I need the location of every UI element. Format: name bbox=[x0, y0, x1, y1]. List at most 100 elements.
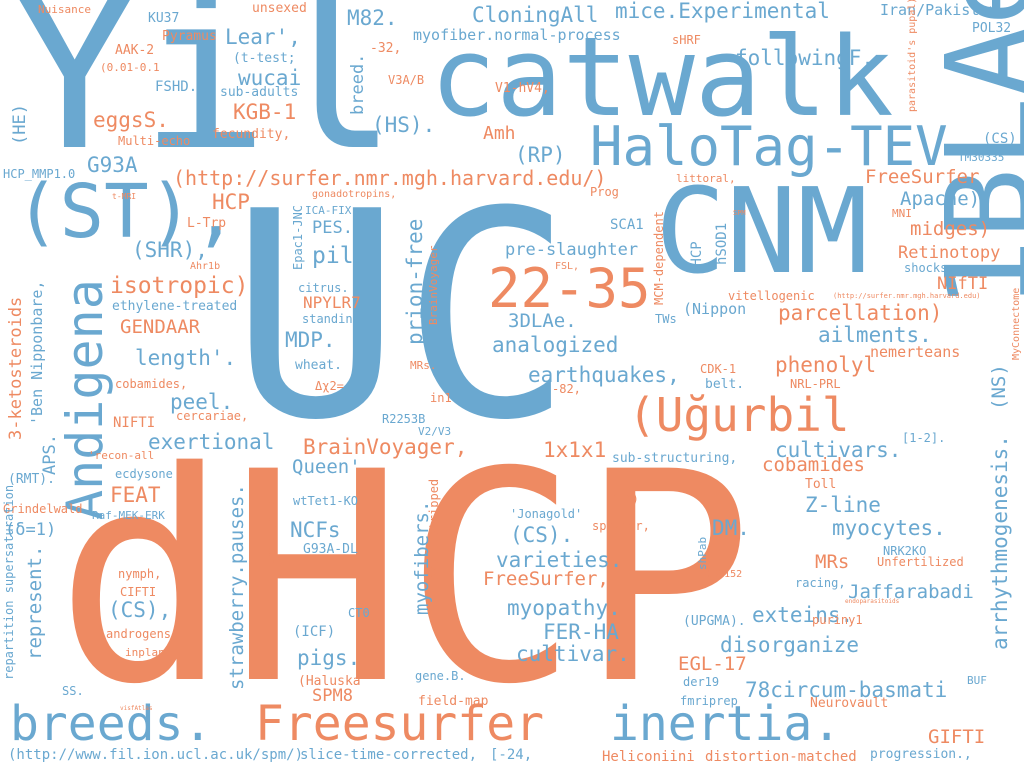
word-queen: Queen' bbox=[292, 456, 361, 478]
word-buf: BUF bbox=[967, 674, 987, 687]
word-mice-experimental: mice.Experimental bbox=[615, 0, 830, 23]
word-v2-v3: V2/V3 bbox=[418, 425, 452, 438]
word-pes: PES. bbox=[312, 218, 353, 238]
word-cultivars: cultivars. bbox=[775, 438, 902, 462]
word-npylr7: NPYLR7 bbox=[303, 293, 361, 312]
word-r2253b: R2253B bbox=[382, 412, 426, 426]
word-sca1: SCA1 bbox=[610, 217, 644, 233]
word-tws: TWs bbox=[655, 312, 677, 326]
word-fer-ha: FER-HA bbox=[543, 620, 619, 644]
word-fecundity: fecundity, bbox=[212, 127, 291, 142]
word-egl-17: EGL-17 bbox=[678, 653, 747, 675]
word-cs-paren: (CS) bbox=[983, 131, 1017, 147]
word-neurovault: Neurovault bbox=[810, 696, 889, 711]
word-freesurfer-large: Freesurfer bbox=[255, 696, 544, 752]
word-unsexed: unsexed bbox=[252, 1, 307, 16]
word-slice-time: slice-time-corrected, bbox=[300, 747, 478, 763]
word-jonagold: 'Jonagold' bbox=[510, 507, 583, 521]
word-ailments: ailments. bbox=[818, 323, 932, 347]
word-m82: M82. bbox=[347, 6, 398, 30]
word-midges: midges) bbox=[910, 218, 991, 240]
word-gifti: GIFTI bbox=[928, 726, 986, 748]
word-myocytes: myocytes. bbox=[832, 516, 946, 540]
word-icbm152: ICBM152 bbox=[700, 569, 743, 580]
word-l-trp: L-Trp bbox=[187, 216, 227, 231]
word-hcp-paren: (HCP bbox=[689, 241, 705, 275]
word-cifti: CIFTI bbox=[120, 585, 157, 599]
word-ethylene-treated: ethylene-treated bbox=[112, 299, 238, 314]
word-hcp-mmp: HCP_MMP1.0 bbox=[3, 167, 76, 181]
word-cobamides-comma: cobamides, bbox=[115, 377, 188, 391]
word-distortion-matched: distortion-matched bbox=[705, 749, 857, 765]
word-exteins: exteins. bbox=[752, 603, 854, 627]
word-nifti: NIfTI bbox=[937, 274, 989, 294]
word-1x1x1: 1x1x1 bbox=[543, 438, 607, 462]
word-ct0: CT0 bbox=[348, 606, 370, 620]
word-strawberry-pauses: strawberry.pauses. bbox=[226, 484, 248, 690]
word-iran-pakistan: Iran/Pakistan bbox=[880, 1, 998, 19]
word-z-line: Z-line bbox=[805, 493, 881, 517]
word-cloningall: CloningAll bbox=[472, 3, 599, 27]
word-mrs: MRs bbox=[815, 551, 850, 573]
word-minus32: -32, bbox=[370, 41, 402, 56]
word-progression: progression., bbox=[870, 747, 972, 762]
word-peel: peel. bbox=[170, 390, 234, 414]
word-shr: (SHR), bbox=[132, 238, 208, 262]
word-epac1-jnc: Epac1-JNC bbox=[291, 204, 305, 270]
word-pigs: pigs. bbox=[297, 646, 361, 670]
word-varieties: varieties. bbox=[496, 548, 623, 572]
word-arrhythmogenesis: arrhythmogenesis. bbox=[988, 435, 1012, 650]
word-littoral: littoral, bbox=[676, 172, 736, 185]
word-hsod1: hSOD1 bbox=[714, 222, 730, 265]
word-minus82: -82, bbox=[552, 382, 581, 396]
word-st: (ST), bbox=[15, 169, 238, 255]
word-ncfs: NCFs bbox=[290, 518, 341, 542]
word-minus24: [-24, bbox=[490, 747, 533, 763]
word-field-map: field-map bbox=[418, 694, 489, 709]
word-in1: in1 bbox=[430, 391, 452, 405]
word-disorganize: disorganize bbox=[720, 633, 860, 657]
word-apache: Apache) bbox=[900, 188, 981, 210]
word-delta-1: (δ=1) bbox=[5, 520, 57, 540]
word-myconnectome: MyConnectome bbox=[1011, 287, 1022, 360]
word-cs-period: (CS). bbox=[510, 523, 574, 547]
word-prion-free: prion-free bbox=[403, 218, 427, 345]
word-1-2: [1-2]. bbox=[902, 431, 946, 445]
word-shocks: shocks. bbox=[904, 261, 955, 275]
word-22-35: 22-35 bbox=[488, 257, 651, 320]
word-jaffarabadi: Jaffarabadi bbox=[848, 581, 974, 603]
word-repartition-supersaturation: repartition supersaturation bbox=[2, 484, 16, 680]
word-inplane: inplane bbox=[125, 646, 172, 659]
word-shrf: sHRF bbox=[672, 33, 701, 47]
word-uc: UC bbox=[230, 151, 574, 483]
word-visfatlas: visfAtlas bbox=[120, 705, 153, 712]
word-0-01: (0.01-0.1 bbox=[100, 61, 160, 74]
word-surfer-url: (http://surfer.nmr.mgh.harvard.edu/) bbox=[173, 166, 607, 190]
word-protonymphs: protonymphs. bbox=[266, 492, 277, 565]
word-feat: FEAT bbox=[110, 483, 161, 507]
word-vitellogenic: vitellogenic bbox=[728, 289, 815, 303]
word-dm: DM. bbox=[712, 516, 750, 540]
word-earthquakes: earthquakes, bbox=[528, 363, 680, 387]
word-freesurfer-comma: FreeSurfer, bbox=[483, 568, 609, 590]
word-fshd: FSHD. bbox=[155, 79, 198, 95]
word-gene-b: gene.B. bbox=[415, 669, 466, 683]
word-shpab: shPab bbox=[696, 536, 709, 570]
word-3dlae: 3DLAe. bbox=[508, 310, 577, 332]
word-phenolyl: phenolyl bbox=[775, 353, 877, 377]
word-citrus: citrus. bbox=[298, 281, 349, 295]
word-pre-slaughter: pre-slaughter bbox=[505, 240, 639, 260]
word-nifti-caps: NIFTI bbox=[113, 415, 156, 431]
word-prog: Prog bbox=[590, 185, 619, 199]
word-fsl: FSL, bbox=[555, 261, 580, 272]
word-pyramus: Pyramus bbox=[162, 29, 217, 44]
word-exertional: exertional bbox=[148, 430, 275, 454]
word-rp: (RP) bbox=[515, 143, 566, 167]
word-haluska: (Haluska bbox=[298, 674, 361, 689]
word-cdk-1: CDK-1 bbox=[700, 362, 737, 376]
word-yil: Yil bbox=[10, 0, 399, 198]
word-cultivar: cultivar. bbox=[516, 642, 630, 666]
word-catwalk: catwalk bbox=[430, 13, 894, 141]
word-nemerteans: nemerteans bbox=[870, 343, 961, 361]
